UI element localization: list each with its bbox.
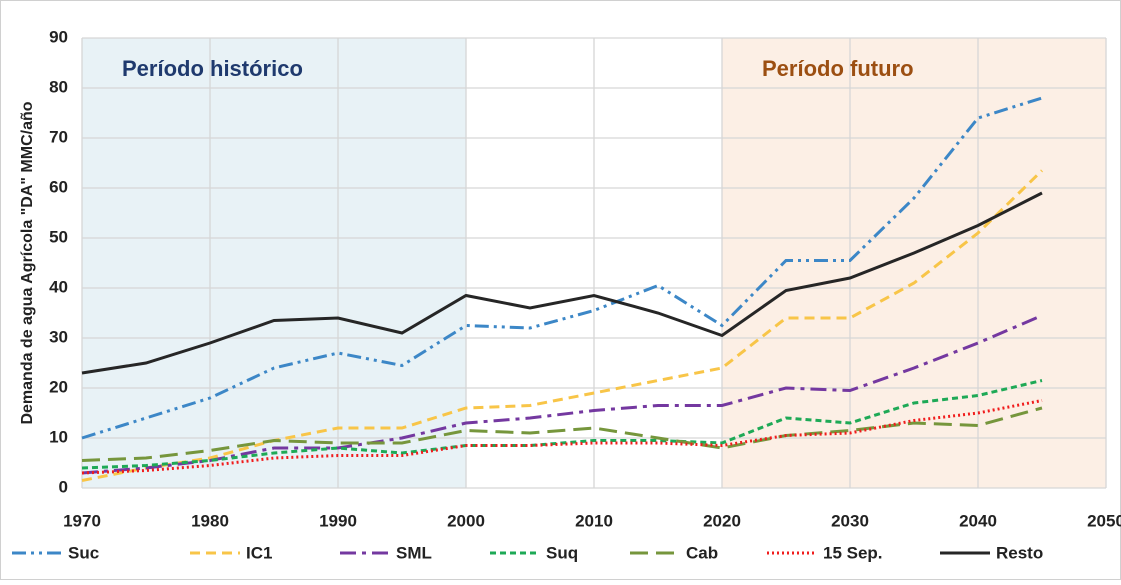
x-tick-label: 2040 — [959, 511, 997, 530]
y-tick-label: 70 — [49, 127, 68, 146]
y-tick-label: 10 — [49, 427, 68, 446]
legend-label: SML — [396, 543, 432, 562]
y-tick-label: 30 — [49, 327, 68, 346]
y-tick-label: 0 — [59, 477, 68, 496]
legend-label: Cab — [686, 543, 718, 562]
legend-label: 15 Sep. — [823, 543, 883, 562]
x-tick-label: 2030 — [831, 511, 869, 530]
series-line — [81, 169, 1044, 482]
x-tick-label: 1970 — [63, 511, 101, 530]
shaded-region — [722, 38, 1106, 488]
region-label: Período futuro — [762, 56, 914, 81]
legend-label: IC1 — [246, 543, 272, 562]
shaded-region — [82, 38, 466, 488]
legend-label: Resto — [996, 543, 1043, 562]
series-line — [81, 314, 1043, 475]
series-line — [81, 191, 1043, 375]
x-tick-label: 1990 — [319, 511, 357, 530]
y-tick-label: 40 — [49, 277, 68, 296]
y-tick-label: 20 — [49, 377, 68, 396]
y-tick-label: 50 — [49, 227, 68, 246]
series-line — [81, 399, 1043, 475]
series-line — [81, 96, 1043, 440]
x-tick-label: 2000 — [447, 511, 485, 530]
x-tick-label: 2050 — [1087, 511, 1121, 530]
x-tick-label: 2010 — [575, 511, 613, 530]
legend-label: Suq — [546, 543, 578, 562]
legend-label: Suc — [68, 543, 99, 562]
x-tick-label: 2020 — [703, 511, 741, 530]
y-axis-label: Demanda de agua Agrícola "DA" MMC/año — [19, 101, 36, 424]
y-tick-label: 60 — [49, 177, 68, 196]
series-line — [81, 406, 1043, 462]
y-tick-label: 90 — [49, 27, 68, 46]
region-label: Período histórico — [122, 56, 303, 81]
x-tick-label: 1980 — [191, 511, 229, 530]
y-tick-label: 80 — [49, 77, 68, 96]
